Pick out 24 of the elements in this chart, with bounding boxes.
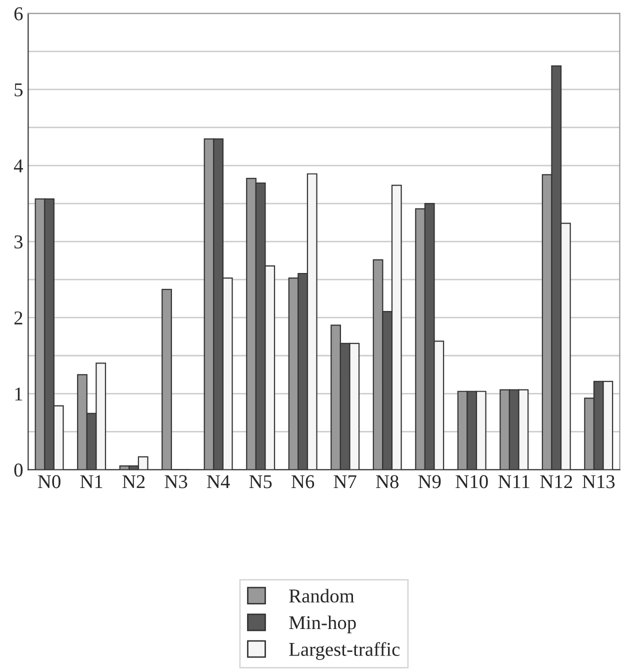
y-tick-label: 4 (14, 159, 24, 172)
legend-label: Min-hop (289, 616, 356, 634)
x-tick-label: N9 (418, 475, 441, 488)
y-tick-label: 0 (14, 464, 23, 477)
x-tick-label: N13 (582, 475, 615, 488)
x-tick-label: N0 (38, 475, 60, 488)
y-tick-label: 3 (14, 235, 23, 248)
x-tick-label: N3 (164, 475, 188, 488)
legend-label: Random (289, 588, 354, 603)
x-tick-label: N11 (498, 475, 530, 488)
y-tick-label: 6 (14, 7, 23, 20)
x-tick-label: N8 (376, 475, 398, 488)
x-tick-label: N1 (80, 475, 102, 488)
x-tick-label: N6 (292, 475, 314, 488)
x-tick-label: N12 (540, 475, 572, 488)
x-tick-label: N7 (334, 475, 356, 488)
x-tick-label: N4 (206, 475, 230, 488)
legend-label: Largest-traffic (289, 642, 400, 660)
x-tick-label: N10 (456, 475, 488, 488)
y-tick-label: 1 (15, 388, 22, 400)
y-tick-label: 5 (14, 83, 23, 96)
x-tick-label: N2 (122, 475, 145, 488)
y-tick-label: 2 (14, 311, 22, 324)
x-tick-label: N5 (249, 475, 272, 488)
